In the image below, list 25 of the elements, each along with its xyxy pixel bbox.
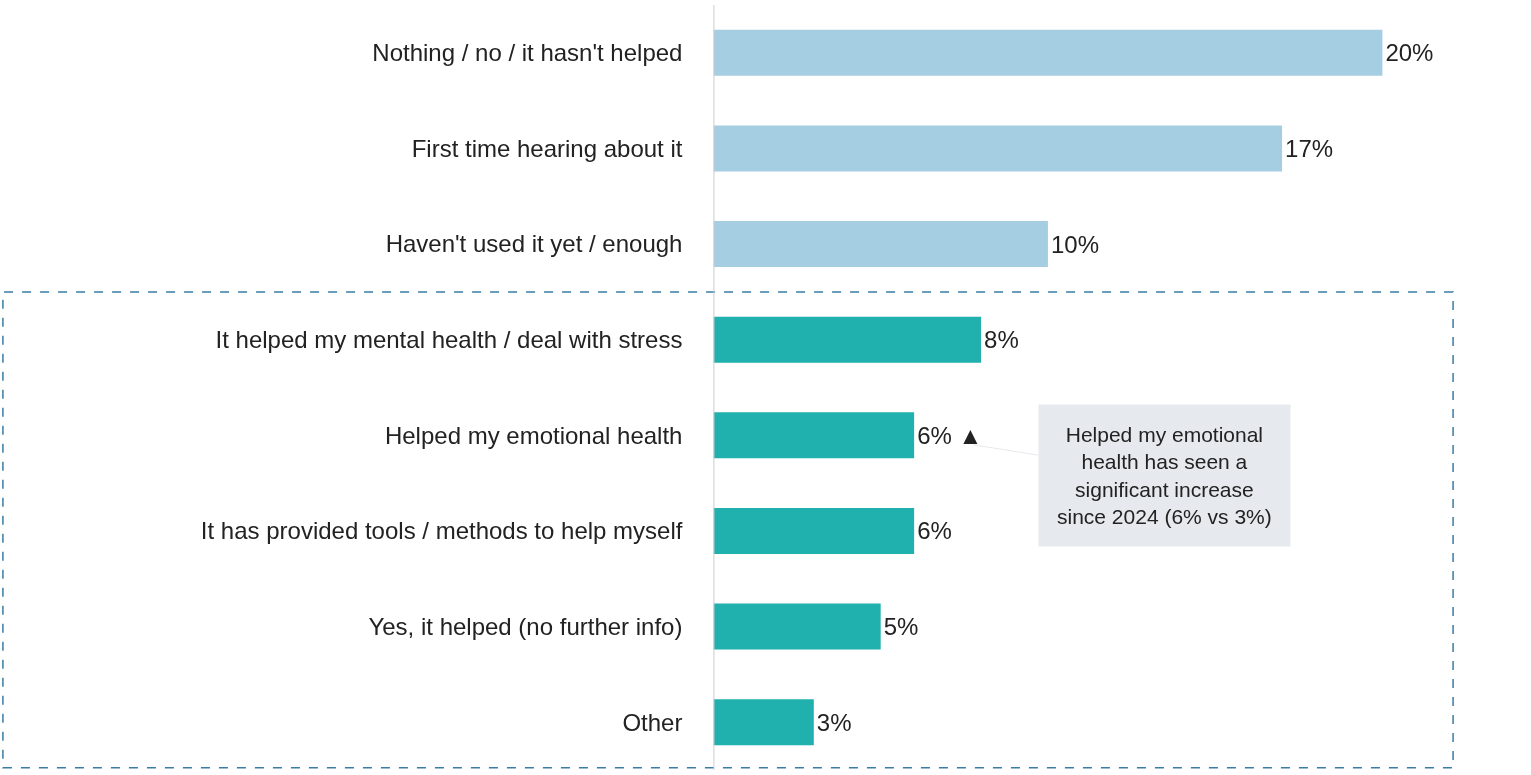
bar	[713, 29, 1383, 76]
data-label: 17%	[1285, 134, 1334, 162]
y-tick-label: It helped my mental health / deal with stress	[215, 326, 683, 354]
y-tick-label: First time hearing about it	[411, 134, 683, 162]
data-label: 20%	[1385, 39, 1434, 67]
bar	[713, 221, 1048, 268]
bar	[713, 412, 915, 459]
data-label: 10%	[1050, 230, 1099, 258]
y-tick-label: Yes, it helped (no further info)	[368, 612, 683, 640]
y-tick-label: Helped my emotional health	[384, 421, 683, 449]
data-label: 3%	[816, 708, 852, 736]
y-tick-label: Nothing / no / it hasn't helped	[372, 39, 683, 67]
y-tick-label: Haven't used it yet / enough	[385, 230, 683, 258]
y-tick-label: It has provided tools / methods to help myself	[200, 517, 683, 545]
bar	[713, 125, 1283, 172]
data-label: 6%	[917, 517, 952, 545]
data-label: 5%	[883, 613, 919, 641]
data-label: 8%	[984, 326, 1019, 354]
y-tick-label: Other	[622, 708, 683, 736]
bar	[713, 507, 915, 554]
data-label: 6% ▲	[917, 421, 983, 449]
annotation: Helped my emotional health has seen a significant increase since 2024 (6% vs 3%)	[1057, 423, 1272, 528]
bar	[713, 316, 982, 363]
bar	[713, 603, 881, 650]
bar	[713, 699, 814, 746]
